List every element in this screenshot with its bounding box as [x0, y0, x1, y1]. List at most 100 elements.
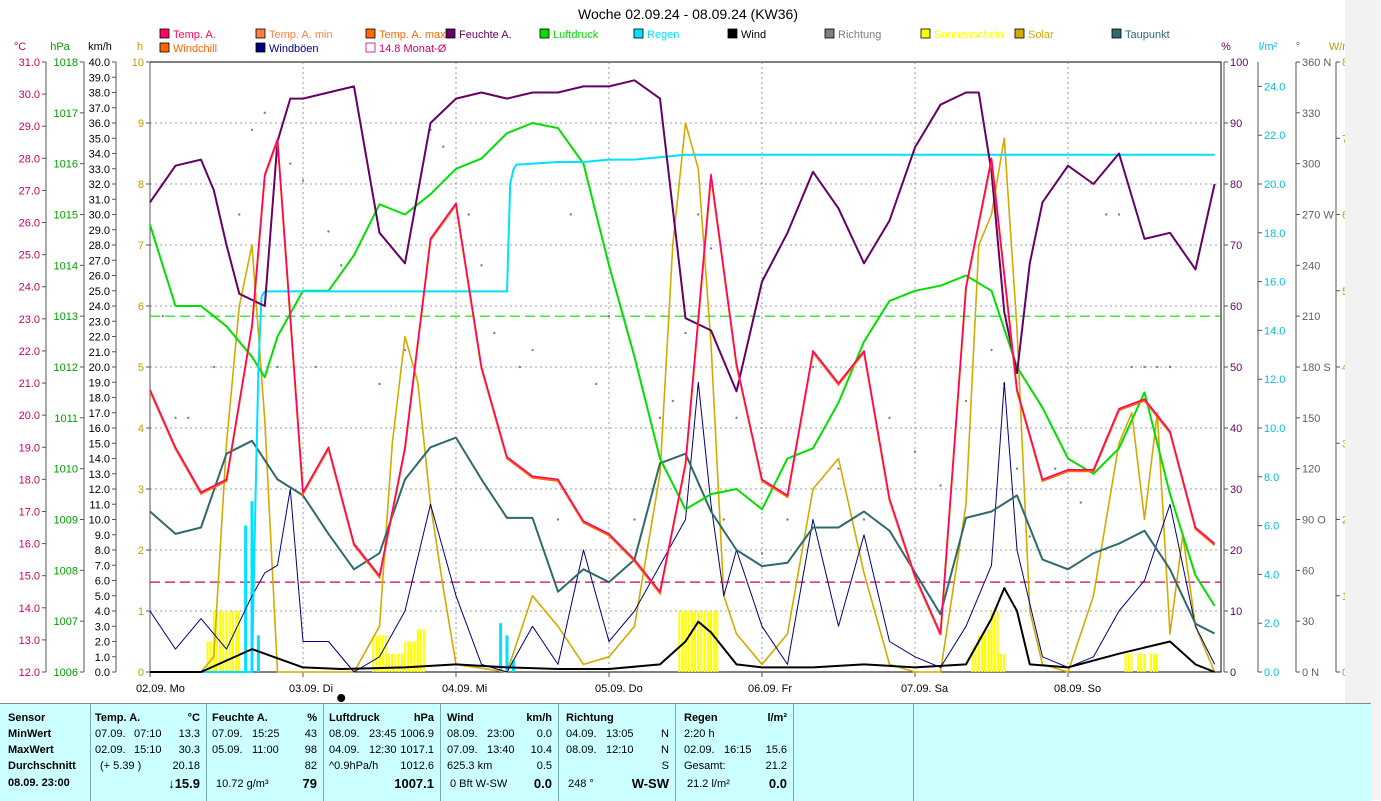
rain-bar: [244, 525, 248, 672]
current-time: 08.09. 23:00: [8, 777, 70, 789]
left-axis-tick-label: 4: [138, 423, 144, 435]
humidity-min-date: 07.09.: [212, 728, 243, 740]
pressure-column: Luftdruck hPa 08.09. 23:45 1006.9 04.09.…: [323, 704, 441, 801]
left-axis-tick-label: 34.0: [89, 149, 110, 161]
humidity-max-value: 98: [304, 744, 317, 756]
left-axis-tick-label: 7.0: [95, 560, 110, 572]
left-axis-tick-label: 3: [138, 484, 144, 496]
direction-point: [327, 230, 330, 233]
direction-min-time: 13:05: [606, 728, 634, 740]
legend-label-solar: Solar: [1028, 29, 1054, 41]
right-axis-tick-label: 300: [1302, 159, 1320, 171]
rain-max: 15.6: [765, 744, 787, 756]
left-axis-tick-label: 28.0: [89, 240, 110, 252]
right-axis-unit: %: [1221, 41, 1231, 53]
left-axis-tick-label: 23.0: [19, 314, 40, 326]
pressure-min-date: 08.09.: [329, 728, 360, 740]
right-margin: [1345, 0, 1371, 703]
direction-point: [760, 552, 764, 555]
temp-avg-delta: (+ 5.39 ): [100, 760, 142, 772]
right-axis-tick-label: 6.0: [1264, 521, 1279, 533]
left-axis-tick-label: 13.0: [89, 469, 110, 481]
left-axis-tick-label: 25.0: [89, 286, 110, 298]
wind-max-time: 13:40: [487, 744, 515, 756]
left-axis-tick-label: 16.0: [19, 539, 40, 551]
left-axis-unit: °C: [14, 41, 26, 53]
left-axis-tick-label: 20.0: [19, 410, 40, 422]
legend-label-wind: Wind: [741, 29, 766, 41]
legend-label-temp: Temp. A.: [173, 29, 216, 41]
left-axis-tick-label: 10: [132, 57, 144, 69]
rain-current: 0.0: [768, 776, 787, 791]
weather-chart: °C31.030.029.028.027.026.025.024.023.022…: [14, 6, 1360, 702]
right-axis-tick-label: 10: [1230, 606, 1242, 618]
right-axis-tick-label: 0.0: [1264, 667, 1279, 679]
right-axis-tick-label: 60: [1302, 565, 1314, 577]
left-axis-tick-label: 2.0: [95, 637, 110, 649]
minwert-label: MinWert: [8, 728, 52, 740]
left-axis-tick-label: 4.0: [95, 606, 110, 618]
left-axis-tick-label: 1009: [54, 515, 78, 527]
series-temp: [149, 138, 1216, 635]
chart-axes: °C31.030.029.028.027.026.025.024.023.022…: [14, 41, 1360, 702]
left-axis-tick-label: 9: [138, 118, 144, 130]
left-axis-tick-label: 3.0: [95, 621, 110, 633]
left-axis-tick-label: 7: [138, 240, 144, 252]
direction-point: [442, 145, 445, 148]
right-axis-tick-label: 8.0: [1264, 472, 1279, 484]
left-axis-tick-label: 29.0: [89, 225, 110, 237]
direction-min-value: N: [661, 728, 669, 740]
direction-current: W-SW: [631, 776, 669, 791]
right-axis-tick-label: 360 N: [1302, 57, 1331, 69]
direction-avg: S: [661, 760, 669, 772]
temp-max-date: 02.09.: [95, 744, 126, 756]
legend-label-direction: Richtung: [838, 29, 881, 41]
direction-point: [607, 314, 611, 318]
direction-point: [633, 518, 636, 521]
direction-max-time: 12:10: [606, 744, 634, 756]
humidity-unit: %: [307, 712, 317, 724]
legend-swatch-rain: [633, 28, 644, 39]
left-axis-tick-label: 21.0: [89, 347, 110, 359]
direction-point: [1079, 501, 1082, 504]
direction-point: [301, 179, 305, 182]
left-axis-tick-label: 8: [138, 179, 144, 191]
direction-point: [403, 348, 407, 352]
direction-point: [1028, 535, 1031, 538]
humidity-max-date: 05.09.: [212, 744, 243, 756]
left-axis-tick-label: 38.0: [89, 88, 110, 100]
left-axis-tick-label: 29.0: [19, 121, 40, 133]
direction-point: [722, 518, 725, 521]
temp-unit: °C: [187, 712, 200, 724]
left-axis-tick-label: 13.0: [19, 635, 40, 647]
rain-header: Regen: [684, 712, 718, 724]
temp-min-date: 07.09.: [95, 728, 126, 740]
left-axis-tick-label: 22.0: [89, 332, 110, 344]
left-axis-tick-label: 1013: [54, 311, 78, 323]
legend-swatch-gusts: [255, 42, 266, 53]
legend-label-humidity: Feuchte A.: [459, 29, 512, 41]
left-axis-tick-label: 26.0: [19, 218, 40, 230]
legend-label-tempmin: Temp. A. min: [269, 29, 333, 41]
left-axis-tick-label: 1018: [54, 57, 78, 69]
wind-min-time: 23:00: [487, 728, 515, 740]
pressure-max-date: 04.09.: [329, 744, 360, 756]
rain-bar: [499, 623, 503, 672]
left-axis-tick-label: 1010: [54, 464, 78, 476]
legend-label-gusts: Windböen: [269, 43, 319, 55]
average-label: Durchschnitt: [8, 760, 76, 772]
direction-point: [990, 348, 993, 352]
direction-point: [531, 348, 534, 352]
right-axis-tick-label: 90: [1230, 118, 1242, 130]
left-axis-tick-label: 8.0: [95, 545, 110, 557]
right-axis-tick-label: 120: [1302, 464, 1320, 476]
right-axis-tick-label: 0: [1230, 667, 1236, 679]
direction-point: [174, 416, 177, 420]
direction-point: [161, 314, 164, 318]
direction-point: [1117, 213, 1121, 216]
direction-point: [518, 365, 521, 369]
legend-swatch-windchill: [159, 42, 170, 53]
right-axis-tick-label: 100: [1230, 57, 1248, 69]
legend-swatch-wind: [727, 28, 738, 39]
direction-point: [1143, 365, 1146, 369]
